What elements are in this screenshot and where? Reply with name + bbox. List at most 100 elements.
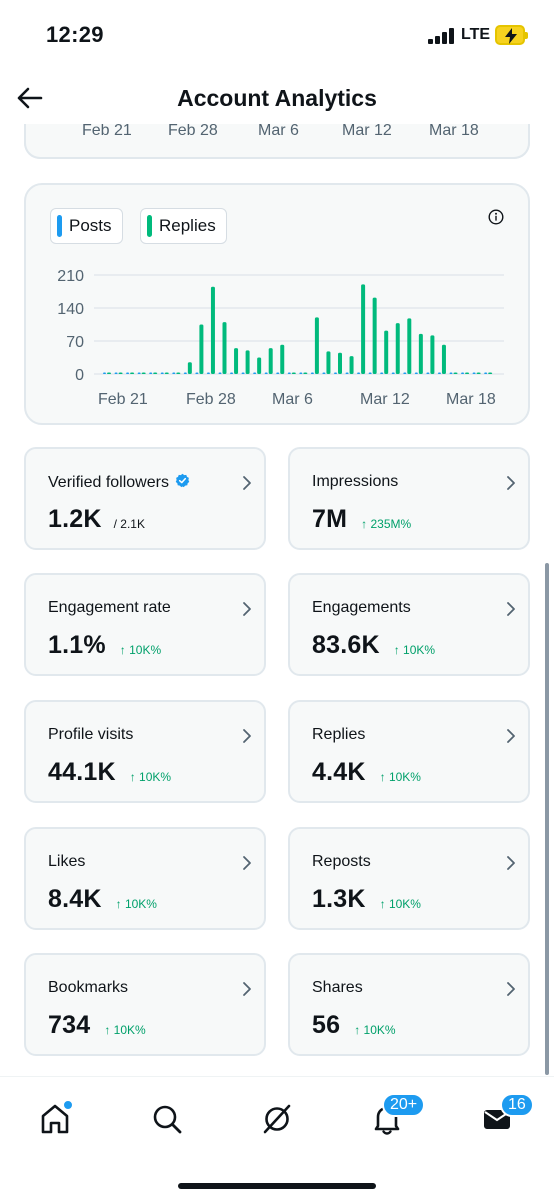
metric-value: 4.4K <box>312 758 366 786</box>
chevron-right-icon <box>506 475 516 496</box>
y-tick-label: 70 <box>66 334 84 351</box>
bar-replies <box>153 372 158 374</box>
metric-card-shares[interactable]: Shares 56 ↑ 10K% <box>288 953 530 1056</box>
bar-posts <box>461 372 465 374</box>
x-tick-label: Mar 18 <box>446 391 496 408</box>
bar-replies <box>130 372 135 374</box>
bar-posts <box>472 372 476 374</box>
tick-label: Mar 18 <box>429 124 479 139</box>
bar-posts <box>276 372 280 374</box>
back-button[interactable] <box>12 82 46 114</box>
nav-notifications[interactable]: 20+ <box>362 1093 426 1139</box>
nav-search[interactable] <box>142 1099 192 1139</box>
bar-replies <box>164 372 169 374</box>
legend-label: Posts <box>69 216 112 235</box>
bar-replies <box>222 322 227 374</box>
metric-label-text: Likes <box>48 853 86 870</box>
bar-posts <box>368 372 372 374</box>
bar-replies <box>280 344 285 374</box>
metric-change: ↑ 10K% <box>129 770 172 784</box>
bar-replies <box>176 372 181 374</box>
metric-value: 83.6K <box>312 631 380 659</box>
metric-label-text: Replies <box>312 726 366 743</box>
chevron-right-icon <box>506 855 516 876</box>
tick-label: Feb 21 <box>82 124 132 139</box>
bar-replies <box>199 324 204 374</box>
bar-posts <box>103 372 106 374</box>
bar-posts <box>287 372 291 374</box>
metric-change: ↑ 10K% <box>379 770 421 784</box>
metric-label: Profile visits <box>48 726 133 744</box>
bar-posts <box>380 372 384 374</box>
chevron-right-icon <box>242 601 252 622</box>
messages-badge: 16 <box>500 1093 534 1117</box>
chevron-right-icon <box>242 475 252 496</box>
bar-posts <box>241 372 245 374</box>
previous-chart-card-edge: Feb 21 Feb 28 Mar 6 Mar 12 Mar 18 <box>24 124 530 159</box>
metric-label-text: Engagements <box>312 599 411 616</box>
metric-value: 1.1% <box>48 631 106 659</box>
chevron-right-icon <box>242 855 252 876</box>
legend-posts[interactable]: Posts <box>50 208 123 244</box>
metric-value: 56 <box>312 1011 341 1039</box>
metric-card-likes[interactable]: Likes 8.4K ↑ 10K% <box>24 827 266 930</box>
metric-card-reposts[interactable]: Reposts 1.3K ↑ 10K% <box>288 827 530 930</box>
metric-label: Reposts <box>312 853 371 871</box>
bar-posts <box>230 372 234 374</box>
metric-label: Engagements <box>312 599 411 617</box>
legend-replies[interactable]: Replies <box>140 208 227 244</box>
metric-card-profile-visits[interactable]: Profile visits 44.1K ↑ 10K% <box>24 700 266 803</box>
info-icon[interactable] <box>488 209 504 230</box>
bar-posts <box>160 372 164 374</box>
nav-home[interactable] <box>30 1099 80 1139</box>
metric-total: / 2.1K <box>113 517 145 531</box>
bar-posts <box>172 372 176 374</box>
metric-label-text: Impressions <box>312 473 399 490</box>
y-tick-label: 140 <box>57 301 84 318</box>
bar-replies <box>291 372 296 374</box>
nav-messages[interactable]: 16 <box>472 1093 534 1139</box>
home-indicator <box>178 1183 376 1189</box>
metric-card-impressions[interactable]: Impressions 7M ↑ 235M% <box>288 447 530 550</box>
header: Account Analytics <box>0 70 554 124</box>
bar-posts <box>322 372 326 374</box>
metric-label-text: Engagement rate <box>48 599 171 616</box>
activity-chart-card: Posts Replies 0 70 140 210 Feb 21 Feb 28 Mar 6… <box>24 183 530 425</box>
bar-posts <box>195 372 199 374</box>
tick-label: Mar 12 <box>342 124 392 139</box>
verified-badge-icon <box>175 473 190 493</box>
metric-label: Bookmarks <box>48 979 128 997</box>
metric-card-verified-followers[interactable]: Verified followers 1.2K / 2.1K <box>24 447 266 550</box>
bar-replies <box>488 372 493 374</box>
metric-card-replies[interactable]: Replies 4.4K ↑ 10K% <box>288 700 530 803</box>
bar-replies <box>234 348 239 374</box>
metric-label-text: Bookmarks <box>48 979 129 996</box>
bar-replies <box>349 356 354 374</box>
metric-value: 7M <box>312 505 348 533</box>
metric-change: ↑ 10K% <box>115 897 157 911</box>
scrollbar[interactable] <box>545 563 549 1075</box>
grok-icon <box>263 1104 291 1134</box>
metric-card-engagement-rate[interactable]: Engagement rate 1.1% ↑ 10K% <box>24 573 266 676</box>
nav-grok[interactable] <box>252 1099 302 1139</box>
metric-label: Likes <box>48 853 85 871</box>
bar-posts <box>299 372 303 374</box>
metric-value: 1.2K <box>48 505 102 533</box>
home-icon <box>41 1104 69 1134</box>
metric-label: Verified followers <box>48 473 190 493</box>
bar-posts <box>114 372 118 374</box>
metric-change: ↑ 235M% <box>361 517 412 531</box>
metric-card-engagements[interactable]: Engagements 83.6K ↑ 10K% <box>288 573 530 676</box>
metric-value: 1.3K <box>312 885 366 913</box>
bar-replies <box>395 323 400 374</box>
y-tick-label: 210 <box>57 268 84 285</box>
bar-posts <box>449 372 453 374</box>
metric-value: 8.4K <box>48 885 102 913</box>
status-time: 12:29 <box>46 22 104 47</box>
metric-card-bookmarks[interactable]: Bookmarks 734 ↑ 10K% <box>24 953 266 1056</box>
bar-posts <box>264 372 268 374</box>
bottom-nav: 20+ 16 <box>0 1076 554 1199</box>
posts-swatch <box>57 215 62 237</box>
tick-label: Feb 28 <box>168 124 218 139</box>
metric-change: ↑ 10K% <box>104 1023 146 1037</box>
